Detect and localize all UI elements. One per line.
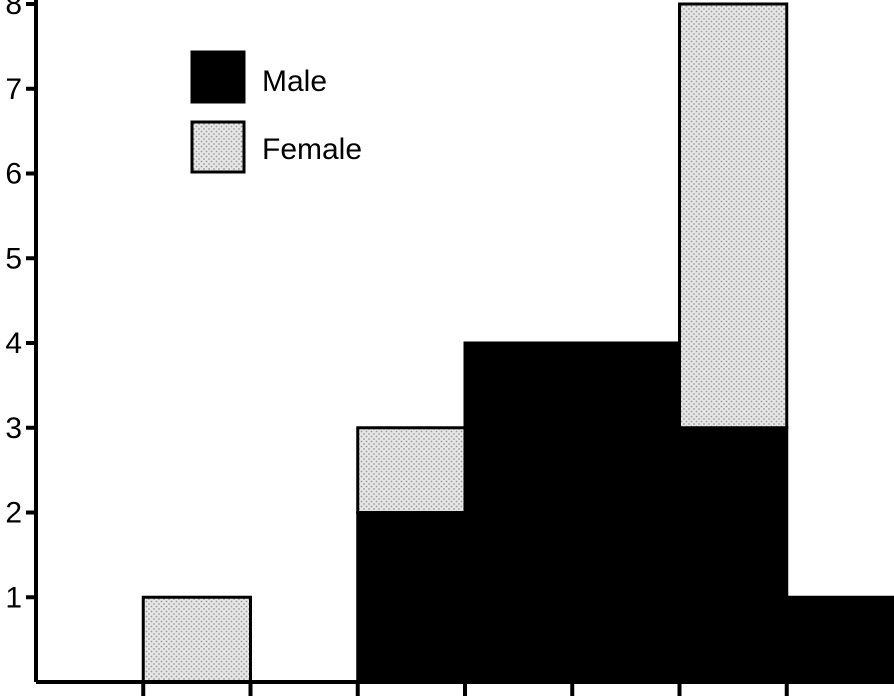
- axes-group: 1 2 3 4 5 6 7 8: [5, 0, 894, 696]
- y-tick-label-8: 8: [5, 0, 22, 21]
- bar-male-bin-7: [678, 426, 789, 684]
- y-tick-label-4: 4: [5, 327, 22, 360]
- bar-male-bin-6: [570, 341, 681, 684]
- legend-label-female: Female: [262, 133, 362, 166]
- y-tick-label-5: 5: [5, 242, 22, 275]
- legend-swatch-female: [190, 120, 246, 174]
- bar-female-bin-7: [678, 2, 789, 430]
- legend-swatch-male: [190, 50, 246, 104]
- bar-male-bin-5: [463, 341, 574, 684]
- y-tick-label-2: 2: [5, 497, 22, 530]
- y-tick-label-3: 3: [5, 412, 22, 445]
- bar-female-bin-4: [356, 426, 467, 514]
- bars-group: [141, 2, 894, 684]
- bar-female-bin-2: [141, 595, 252, 684]
- y-tick-label-6: 6: [5, 158, 22, 191]
- y-tick-label-7: 7: [5, 73, 22, 106]
- y-tick-label-1: 1: [5, 581, 22, 614]
- legend-label-male: Male: [262, 65, 327, 98]
- legend: Male Female: [190, 50, 362, 174]
- bar-male-bin-8: [785, 595, 894, 684]
- bar-male-bin-4: [356, 511, 467, 684]
